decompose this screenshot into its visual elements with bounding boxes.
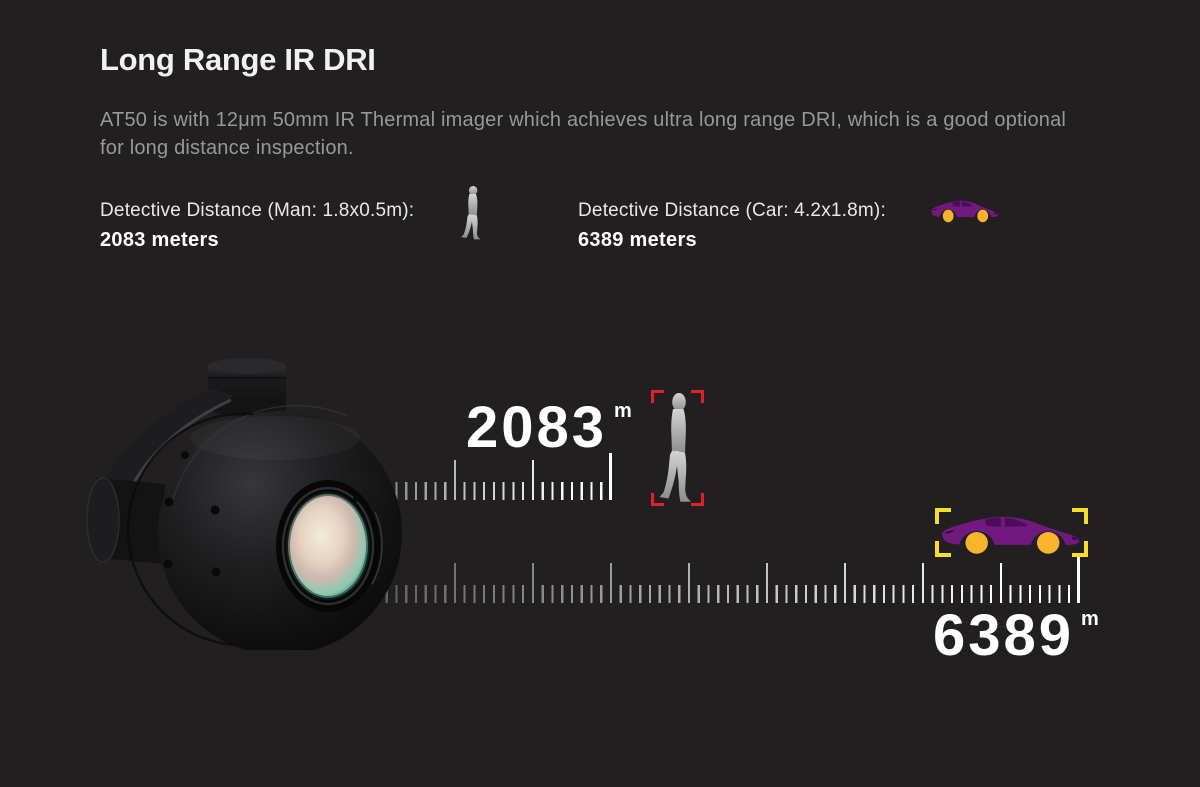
bracket-corner-icon bbox=[935, 508, 951, 524]
gimbal-camera-image bbox=[86, 358, 402, 650]
car-distance-unit: m bbox=[1081, 608, 1099, 630]
bracket-corner-icon bbox=[691, 493, 704, 506]
bracket-corner-icon bbox=[691, 390, 704, 403]
bracket-corner-icon bbox=[1072, 508, 1088, 524]
walking-man-icon bbox=[461, 186, 481, 240]
page-description: AT50 is with 12μm 50mm IR Thermal imager… bbox=[100, 109, 1067, 159]
man-distance-value: 2083 bbox=[466, 395, 608, 460]
car-silhouette-icon bbox=[941, 516, 1080, 554]
man-distance-ruler bbox=[376, 452, 612, 508]
spec-man-label: Detective Distance (Man: 1.8x0.5m): bbox=[100, 200, 415, 221]
car-distance-value: 6389 bbox=[933, 603, 1075, 668]
man-target-frame bbox=[651, 390, 704, 506]
page-title: Long Range IR DRI bbox=[100, 42, 376, 77]
ruler-fade-overlay bbox=[376, 452, 612, 508]
man-silhouette-icon bbox=[659, 393, 691, 502]
spec-car-value: 6389 meters bbox=[578, 229, 697, 251]
sports-car-icon bbox=[931, 200, 998, 223]
bracket-corner-icon bbox=[651, 390, 664, 403]
man-distance-unit: m bbox=[614, 400, 632, 422]
spec-car-label: Detective Distance (Car: 4.2x1.8m): bbox=[578, 200, 886, 221]
car-target-frame bbox=[935, 508, 1088, 557]
bracket-corner-icon bbox=[651, 493, 664, 506]
man-distance-label: 2083 m bbox=[466, 399, 632, 457]
bracket-corner-icon bbox=[1072, 541, 1088, 557]
spec-car: Detective Distance (Car: 4.2x1.8m): 6389… bbox=[578, 199, 1058, 252]
bracket-corner-icon bbox=[935, 541, 951, 557]
car-distance-ruler bbox=[376, 555, 1080, 611]
car-distance-label: 6389 m bbox=[933, 607, 1099, 665]
ruler-fade-overlay bbox=[376, 555, 1080, 611]
spec-man-value: 2083 meters bbox=[100, 229, 219, 251]
spec-man: Detective Distance (Man: 1.8x0.5m): 2083… bbox=[100, 199, 580, 252]
